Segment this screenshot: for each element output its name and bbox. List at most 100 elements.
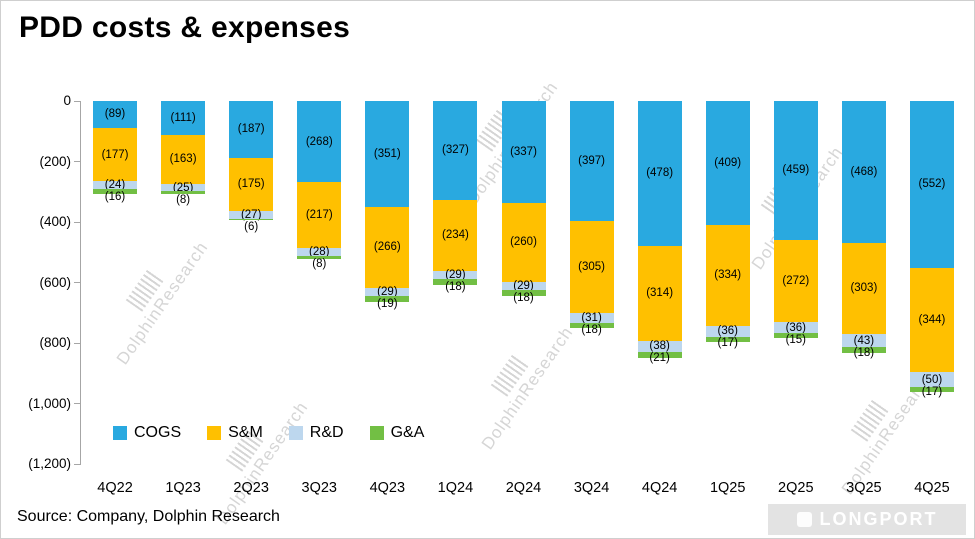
longport-logo-text: LONGPORT bbox=[819, 509, 938, 529]
watermark-barcode bbox=[490, 354, 529, 397]
bar-segment-cogs bbox=[841, 101, 886, 243]
bar-segment-sm bbox=[161, 134, 206, 184]
bar-segment-ga bbox=[433, 279, 478, 285]
bar-segment-rd bbox=[365, 287, 410, 297]
bar-label: (17) bbox=[921, 385, 943, 398]
bar-segment-sm bbox=[773, 239, 818, 323]
bar-segment-rd bbox=[229, 210, 274, 219]
bar-label: (468) bbox=[850, 165, 878, 178]
legend-label: R&D bbox=[309, 424, 344, 441]
watermark-barcode bbox=[125, 269, 164, 312]
bar-segment-cogs bbox=[705, 101, 750, 225]
bar-segment-cogs bbox=[93, 101, 138, 128]
bar-label: (303) bbox=[850, 282, 878, 295]
bar-label: (24) bbox=[104, 179, 126, 192]
bar-label: (36) bbox=[717, 325, 738, 338]
watermark: DolphinResearch bbox=[460, 310, 578, 453]
bar-label: (29) bbox=[513, 279, 534, 292]
x-axis-label: 4Q23 bbox=[369, 480, 406, 496]
bar-label: (27) bbox=[240, 208, 262, 221]
bar-segment-rd bbox=[841, 334, 886, 348]
bar-label: (38) bbox=[649, 340, 670, 353]
y-axis-tick bbox=[74, 282, 81, 283]
bar-label: (29) bbox=[377, 286, 398, 299]
bar-label: (337) bbox=[510, 145, 537, 158]
bar-label: (459) bbox=[782, 164, 810, 177]
bar-segment-cogs bbox=[161, 101, 206, 135]
source-note: Source: Company, Dolphin Research bbox=[17, 508, 280, 525]
bar-label: (327) bbox=[441, 144, 469, 157]
bar-label: (28) bbox=[309, 245, 330, 258]
legend-label: COGS bbox=[134, 424, 182, 441]
legend-item-cogs: COGS bbox=[113, 424, 181, 442]
x-axis-label: 4Q24 bbox=[641, 480, 678, 496]
watermark: DolphinResearch bbox=[95, 225, 213, 368]
bar-label: (29) bbox=[445, 269, 466, 282]
bar-segment-cogs bbox=[909, 101, 954, 268]
bar-label: (19) bbox=[377, 298, 398, 311]
bar-segment-rd bbox=[705, 325, 750, 337]
bar-segment-sm bbox=[637, 245, 682, 341]
bar-label: (175) bbox=[237, 178, 265, 191]
x-axis-label: 4Q25 bbox=[914, 480, 950, 496]
bar-label: (351) bbox=[373, 148, 401, 161]
x-axis-label: 3Q23 bbox=[301, 480, 337, 496]
longport-logo: LONGPORT bbox=[768, 504, 966, 535]
bar-segment-ga bbox=[161, 191, 206, 194]
bar-label: (50) bbox=[921, 373, 943, 386]
bar-segment-ga bbox=[93, 188, 138, 194]
x-axis-label: 3Q24 bbox=[573, 480, 610, 496]
legend-label: G&A bbox=[390, 424, 425, 441]
bar-segment-sm bbox=[569, 221, 614, 314]
y-axis-label: (1,200) bbox=[28, 456, 71, 471]
bar-segment-ga bbox=[841, 347, 886, 353]
bar-label: (217) bbox=[305, 208, 333, 221]
bar-segment-rd bbox=[433, 270, 478, 280]
bar-segment-rd bbox=[637, 340, 682, 353]
y-axis-label: 0 bbox=[63, 93, 71, 108]
longport-logo-icon bbox=[796, 512, 812, 527]
bar-label: (31) bbox=[581, 312, 602, 325]
bar-segment-ga bbox=[365, 296, 410, 303]
bar-segment-rd bbox=[773, 322, 818, 333]
y-axis-tick bbox=[74, 221, 81, 223]
bar-label: (111) bbox=[170, 111, 196, 124]
watermark-text: DolphinResearch bbox=[477, 323, 577, 454]
bar-segment-ga bbox=[909, 387, 954, 393]
bar-label: (266) bbox=[373, 241, 401, 254]
bar-segment-sm bbox=[93, 127, 138, 182]
y-axis-label: (600) bbox=[39, 274, 71, 290]
x-axis-label: 4Q22 bbox=[97, 480, 133, 496]
bar-segment-sm bbox=[909, 267, 954, 373]
bar-segment-ga bbox=[297, 256, 342, 259]
legend-item-rd: R&D bbox=[288, 424, 344, 442]
bar-segment-rd bbox=[93, 181, 138, 189]
bar-segment-cogs bbox=[433, 101, 478, 200]
bar-segment-cogs bbox=[501, 101, 546, 203]
legend: COGS S&M R&D G&A bbox=[113, 424, 424, 442]
bar-segment-sm bbox=[841, 242, 886, 335]
bar-label: (177) bbox=[101, 148, 129, 161]
x-axis-label: 2Q23 bbox=[233, 480, 269, 496]
bar-segment-sm bbox=[297, 182, 342, 248]
bar-label: (15) bbox=[785, 333, 807, 346]
bar-label: (305) bbox=[578, 261, 605, 274]
bar-label: (409) bbox=[714, 156, 742, 169]
bar-segment-cogs bbox=[229, 101, 274, 158]
bar-label: (18) bbox=[445, 281, 466, 294]
bar-segment-sm bbox=[365, 207, 410, 288]
y-axis-label: (200) bbox=[39, 153, 71, 169]
y-axis-tick bbox=[74, 161, 81, 162]
bar-label: (36) bbox=[785, 321, 807, 334]
bar-segment-ga bbox=[501, 290, 546, 296]
x-axis-label: 2Q24 bbox=[505, 480, 542, 496]
bar-segment-cogs bbox=[297, 101, 342, 183]
x-axis-label: 1Q23 bbox=[165, 480, 201, 496]
legend-swatch bbox=[369, 426, 384, 440]
bar-label: (8) bbox=[176, 193, 191, 206]
y-axis-tick bbox=[74, 403, 81, 404]
bar-segment-ga bbox=[569, 322, 614, 329]
y-axis-label: (1,000) bbox=[28, 395, 71, 411]
bar-label: (552) bbox=[918, 178, 946, 191]
